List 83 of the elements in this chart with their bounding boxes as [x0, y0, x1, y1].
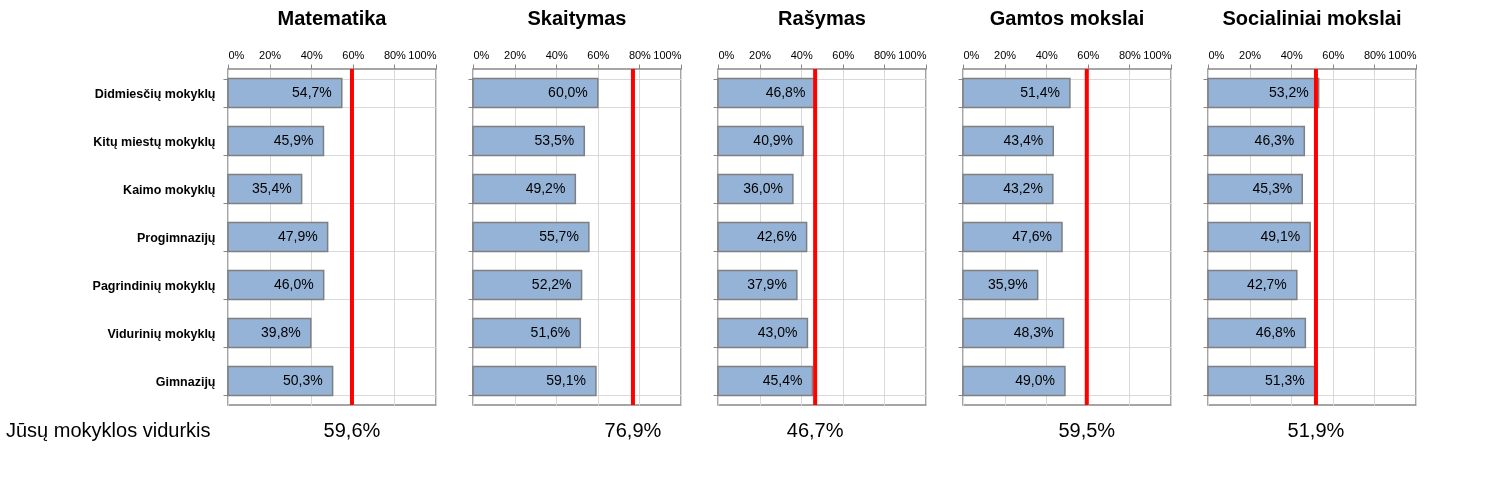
- x-tick-label: 80%: [1363, 48, 1387, 61]
- x-tick-label: 20%: [504, 48, 527, 61]
- x-tick-label: 80%: [383, 48, 407, 61]
- y-tick-label: Progimnazijų: [137, 230, 216, 245]
- x-tick-label: 0%: [1208, 48, 1225, 61]
- x-tick-label: 100%: [408, 48, 437, 61]
- y-tick-label: Kaimo mokyklų: [123, 182, 216, 197]
- data-label: 47,9%: [277, 228, 318, 244]
- chart-title: Matematika: [277, 7, 388, 29]
- data-label: 39,8%: [261, 324, 301, 340]
- data-label: 49,2%: [525, 180, 566, 196]
- data-label: 36,0%: [743, 180, 783, 196]
- data-label: 43,4%: [1003, 132, 1044, 148]
- x-tick-label: 60%: [1077, 48, 1100, 61]
- x-tick-label: 20%: [259, 48, 282, 61]
- data-label: 45,4%: [762, 372, 803, 388]
- x-tick-label: 0%: [228, 48, 245, 61]
- y-tick-label: Kitų miestų mokyklų: [93, 134, 216, 149]
- data-label: 52,2%: [531, 276, 572, 292]
- x-tick-label: 80%: [628, 48, 652, 61]
- data-label: 55,7%: [539, 228, 579, 244]
- x-tick-label: 20%: [994, 48, 1017, 61]
- data-label: 45,3%: [1252, 180, 1293, 196]
- y-tick-label: Pagrindinių mokyklų: [92, 278, 216, 293]
- data-label: 40,9%: [753, 132, 794, 148]
- chart-title: Skaitymas: [527, 7, 627, 29]
- data-label: 50,3%: [282, 372, 323, 388]
- data-label: 51,4%: [1020, 84, 1060, 100]
- data-label: 49,0%: [1015, 372, 1055, 388]
- data-label: 35,9%: [987, 276, 1028, 292]
- data-label: 47,6%: [1012, 228, 1053, 244]
- x-tick-label: 60%: [342, 48, 365, 61]
- x-tick-label: 80%: [1118, 48, 1142, 61]
- x-tick-label: 80%: [873, 48, 897, 61]
- x-tick-label: 20%: [1239, 48, 1262, 61]
- data-label: 46,3%: [1254, 132, 1295, 148]
- y-tick-label: Gimnazijų: [155, 374, 216, 389]
- ref-line-label: 76,9%: [604, 419, 662, 441]
- x-tick-label: 100%: [1388, 48, 1417, 61]
- data-label: 45,9%: [273, 132, 314, 148]
- ref-line-label: 51,9%: [1287, 419, 1345, 441]
- y-tick-label: Didmiesčių mokyklų: [94, 86, 216, 101]
- x-tick-label: 100%: [1143, 48, 1172, 61]
- x-tick-label: 40%: [545, 48, 568, 61]
- text: Jūsų mokyklos vidurkis: [6, 419, 211, 441]
- x-tick-label: 40%: [1280, 48, 1303, 61]
- ref-line-label: 46,7%: [786, 419, 844, 441]
- ref-line-label: 59,6%: [323, 419, 381, 441]
- data-label: 54,7%: [292, 84, 332, 100]
- chart-title: Socialiniai mokslai: [1222, 7, 1402, 29]
- data-label: 53,5%: [534, 132, 575, 148]
- x-tick-label: 60%: [832, 48, 855, 61]
- x-tick-label: 60%: [1322, 48, 1345, 61]
- data-label: 37,9%: [747, 276, 787, 292]
- data-label: 51,3%: [1265, 372, 1305, 388]
- data-label: 51,6%: [530, 324, 571, 340]
- x-tick-label: 60%: [587, 48, 610, 61]
- data-label: 35,4%: [251, 180, 292, 196]
- data-label: 49,1%: [1260, 228, 1301, 244]
- x-tick-label: 20%: [749, 48, 772, 61]
- chart-title: Gamtos mokslai: [989, 7, 1145, 29]
- chart-title: Rašymas: [778, 7, 866, 29]
- x-tick-label: 100%: [653, 48, 682, 61]
- x-tick-label: 0%: [718, 48, 735, 61]
- ref-line-label: 59,5%: [1058, 419, 1116, 441]
- data-label: 53,2%: [1268, 84, 1309, 100]
- data-label: 46,8%: [765, 84, 806, 100]
- x-tick-label: 100%: [898, 48, 927, 61]
- x-tick-label: 0%: [963, 48, 980, 61]
- data-label: 42,7%: [1247, 276, 1287, 292]
- x-tick-label: 40%: [300, 48, 323, 61]
- y-tick-label: Vidurinių mokyklų: [107, 326, 216, 341]
- data-label: 46,0%: [273, 276, 314, 292]
- x-tick-label: 40%: [790, 48, 813, 61]
- data-label: 60,0%: [548, 84, 588, 100]
- data-label: 42,6%: [756, 228, 797, 244]
- data-label: 46,8%: [1255, 324, 1296, 340]
- data-label: 43,2%: [1003, 180, 1043, 196]
- data-label: 43,0%: [757, 324, 798, 340]
- data-label: 59,1%: [546, 372, 586, 388]
- data-label: 48,3%: [1013, 324, 1054, 340]
- x-tick-label: 40%: [1035, 48, 1058, 61]
- x-tick-label: 0%: [473, 48, 490, 61]
